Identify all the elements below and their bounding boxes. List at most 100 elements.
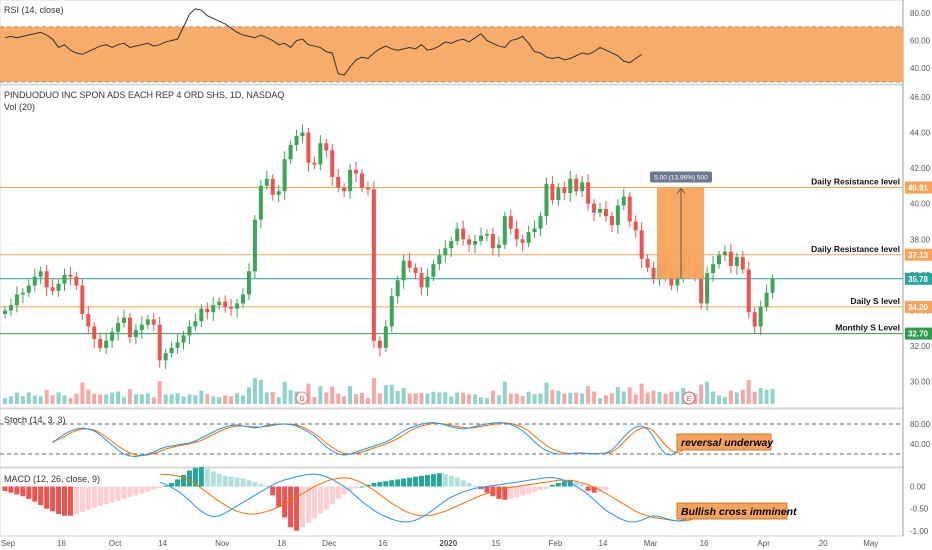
candle-body[interactable]: [270, 178, 275, 195]
candle-body[interactable]: [633, 221, 638, 231]
candle-body[interactable]: [360, 173, 364, 188]
candle-body[interactable]: [300, 132, 305, 137]
candle-body[interactable]: [252, 219, 257, 272]
candle-body[interactable]: [163, 353, 168, 361]
candle-body[interactable]: [246, 271, 251, 295]
candle-body[interactable]: [592, 203, 597, 213]
candle-body[interactable]: [258, 185, 263, 220]
candle-body[interactable]: [627, 196, 632, 222]
candle-body[interactable]: [377, 340, 382, 348]
candle-body[interactable]: [205, 308, 210, 313]
candle-body[interactable]: [562, 187, 567, 193]
candle-body[interactable]: [449, 241, 454, 249]
candle-body[interactable]: [32, 276, 37, 286]
candle-body[interactable]: [479, 235, 483, 242]
candle-body[interactable]: [490, 233, 495, 249]
candle-body[interactable]: [556, 187, 561, 201]
candle-body[interactable]: [615, 205, 620, 226]
candle-body[interactable]: [669, 273, 674, 286]
candle-body[interactable]: [675, 274, 680, 286]
candle-body[interactable]: [110, 331, 115, 341]
candle-body[interactable]: [116, 322, 121, 332]
candle-body[interactable]: [336, 176, 341, 188]
candle-body[interactable]: [365, 187, 370, 190]
candle-body[interactable]: [437, 255, 442, 265]
candle-body[interactable]: [157, 324, 162, 361]
candle-body[interactable]: [740, 257, 745, 270]
candle-body[interactable]: [443, 248, 448, 256]
candle-body[interactable]: [395, 280, 400, 297]
candle-body[interactable]: [294, 136, 299, 145]
candle-body[interactable]: [175, 342, 180, 348]
candle-body[interactable]: [98, 338, 103, 348]
candle-body[interactable]: [318, 143, 323, 165]
candle-body[interactable]: [306, 132, 311, 163]
candle-body[interactable]: [217, 301, 222, 306]
candle-body[interactable]: [86, 314, 91, 327]
earnings-marker-icon[interactable]: [682, 391, 696, 405]
candle-body[interactable]: [62, 274, 67, 284]
candle-body[interactable]: [580, 182, 585, 192]
candle-body[interactable]: [484, 233, 489, 236]
candle-body[interactable]: [651, 267, 656, 279]
candle-body[interactable]: [699, 276, 704, 304]
candle-body[interactable]: [44, 271, 49, 288]
candle-body[interactable]: [20, 292, 25, 295]
candle-body[interactable]: [609, 216, 614, 226]
candle-body[interactable]: [3, 310, 7, 315]
candle-body[interactable]: [508, 216, 513, 229]
candle-body[interactable]: [645, 258, 650, 268]
candle-body[interactable]: [728, 251, 733, 266]
candle-body[interactable]: [520, 239, 525, 243]
candle-body[interactable]: [264, 178, 269, 186]
candle-body[interactable]: [639, 230, 644, 259]
candle-body[interactable]: [139, 324, 144, 331]
candle-body[interactable]: [401, 260, 406, 281]
candle-body[interactable]: [621, 196, 626, 206]
symbol-title[interactable]: PINDUODUO INC SPON ADS EACH REP 4 ORD SH…: [4, 90, 284, 100]
candle-body[interactable]: [758, 306, 763, 327]
price-range-measure[interactable]: 5.00 (13.96%) 500: [650, 171, 712, 279]
candle-body[interactable]: [229, 306, 234, 309]
candle-body[interactable]: [104, 340, 109, 348]
candle-body[interactable]: [122, 317, 126, 323]
candle-body[interactable]: [705, 273, 710, 304]
candle-body[interactable]: [241, 294, 245, 304]
candle-body[interactable]: [127, 317, 132, 338]
candle-body[interactable]: [586, 182, 591, 204]
candle-body[interactable]: [746, 269, 751, 313]
candle-body[interactable]: [496, 244, 501, 249]
candle-body[interactable]: [169, 347, 174, 354]
candle-body[interactable]: [550, 184, 555, 201]
candle-body[interactable]: [431, 264, 436, 277]
candle-body[interactable]: [181, 335, 186, 343]
candle-body[interactable]: [312, 162, 317, 165]
candle-body[interactable]: [371, 189, 376, 341]
candle-body[interactable]: [544, 184, 549, 217]
candle-body[interactable]: [532, 228, 537, 233]
candle-body[interactable]: [467, 239, 472, 245]
candle-body[interactable]: [56, 283, 61, 291]
candle-body[interactable]: [68, 274, 73, 277]
candle-body[interactable]: [342, 187, 347, 192]
candle-body[interactable]: [348, 169, 353, 192]
candle-body[interactable]: [461, 228, 466, 240]
candle-body[interactable]: [14, 294, 19, 306]
candle-body[interactable]: [235, 303, 240, 309]
candle-body[interactable]: [514, 228, 519, 240]
candle-body[interactable]: [145, 319, 150, 325]
candle-body[interactable]: [764, 292, 769, 307]
candle-body[interactable]: [276, 191, 281, 195]
candle-body[interactable]: [722, 251, 727, 256]
candle-body[interactable]: [74, 276, 79, 286]
candle-body[interactable]: [538, 216, 543, 229]
candle-body[interactable]: [8, 305, 13, 311]
candle-body[interactable]: [92, 326, 97, 339]
measure-box[interactable]: [657, 187, 704, 279]
candle-body[interactable]: [717, 255, 721, 265]
candle-body[interactable]: [193, 321, 198, 327]
dividend-marker-icon[interactable]: [295, 391, 309, 405]
candle-body[interactable]: [455, 228, 460, 242]
candle-body[interactable]: [354, 169, 359, 174]
